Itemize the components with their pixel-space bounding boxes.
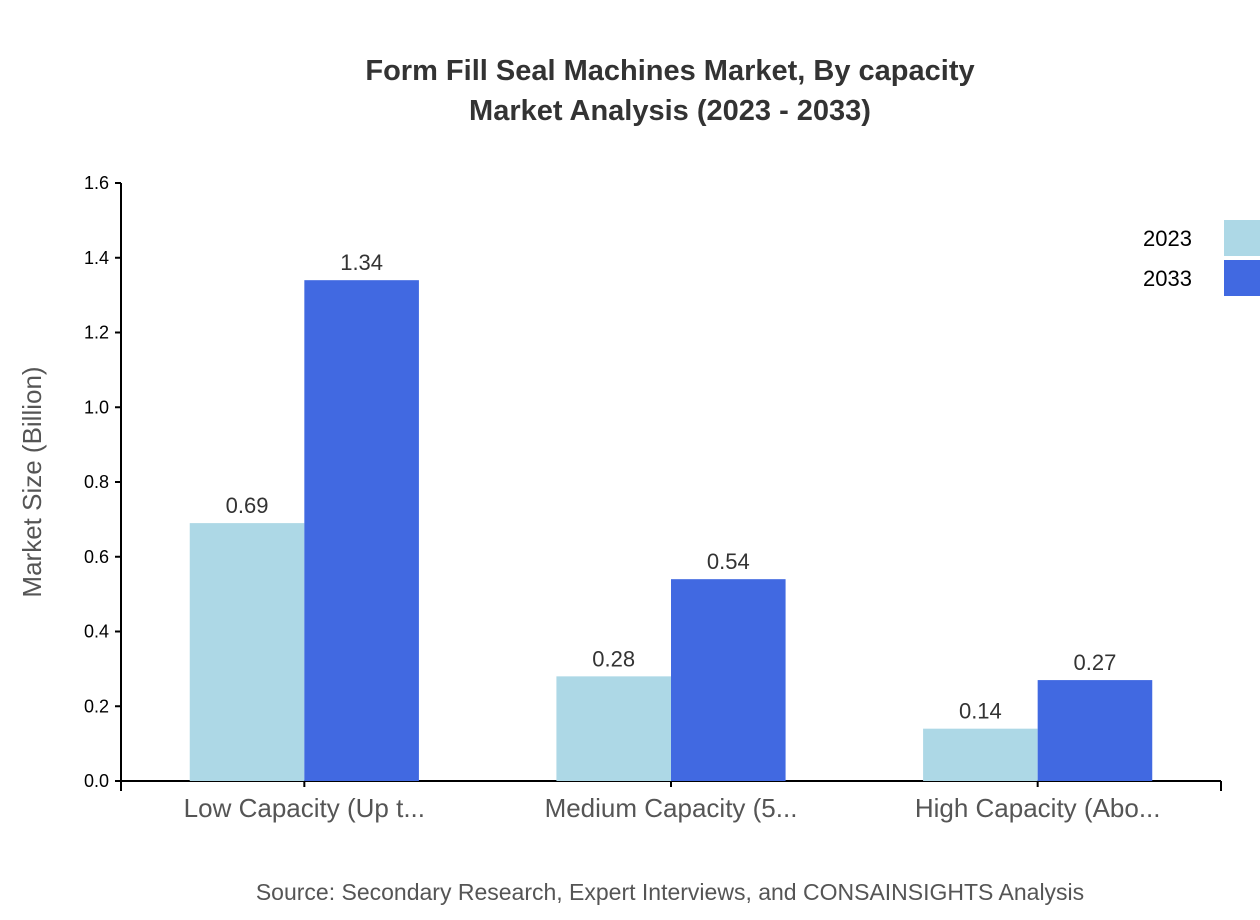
- chart-subtitle: Market Analysis (2023 - 2033): [469, 95, 871, 127]
- y-axis-label: Market Size (Billion): [17, 366, 47, 597]
- y-tick-label: 0.6: [84, 547, 109, 567]
- y-tick-label: 1.0: [84, 397, 109, 417]
- y-tick-label: 1.2: [84, 323, 109, 343]
- bar-2033: [671, 579, 786, 781]
- legend-swatch-2033: [1224, 260, 1260, 296]
- y-tick-label: 0.4: [84, 622, 109, 642]
- y-tick-label: 0.0: [84, 771, 109, 791]
- y-tick-label: 1.4: [84, 248, 109, 268]
- x-tick-label: Medium Capacity (5...: [545, 793, 798, 823]
- data-label: 0.14: [959, 699, 1002, 724]
- data-label: 0.27: [1074, 650, 1117, 675]
- data-label: 0.54: [707, 549, 750, 574]
- x-tick-label: Low Capacity (Up t...: [184, 793, 425, 823]
- bar-2023: [923, 728, 1038, 781]
- y-tick-label: 0.8: [84, 472, 109, 492]
- bar-2023: [189, 523, 305, 781]
- y-tick-label: 1.6: [84, 173, 109, 193]
- data-label: 1.34: [340, 250, 383, 275]
- data-label: 0.69: [226, 493, 269, 518]
- bar-2033: [1037, 680, 1153, 781]
- legend-label: 2033: [1143, 266, 1192, 291]
- legend-swatch-2023: [1224, 220, 1260, 256]
- source-note: Source: Secondary Research, Expert Inter…: [256, 879, 1084, 905]
- y-tick-label: 0.2: [84, 696, 109, 716]
- data-label: 0.28: [592, 646, 635, 671]
- x-tick-label: High Capacity (Abo...: [915, 793, 1161, 823]
- legend-label: 2023: [1143, 226, 1192, 251]
- chart-title: Form Fill Seal Machines Market, By capac…: [365, 55, 974, 87]
- bar-2033: [304, 280, 419, 781]
- bar-2023: [556, 676, 671, 781]
